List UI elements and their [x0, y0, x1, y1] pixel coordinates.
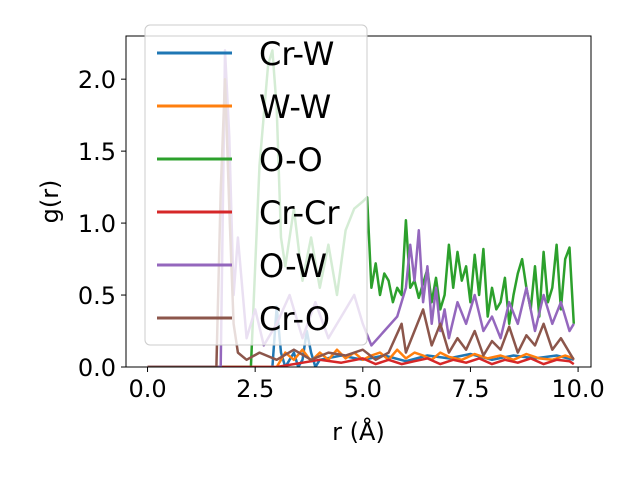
y-axis-label: g(r)	[36, 180, 64, 224]
y-tick-label: 0.0	[78, 354, 116, 382]
x-axis-label: r (Å)	[332, 417, 385, 446]
series-line-w-w	[147, 348, 575, 367]
legend-label-cr-w: Cr-W	[259, 35, 334, 73]
series-line-cr-cr	[147, 357, 575, 367]
legend-label-w-w: W-W	[259, 88, 331, 126]
legend-box	[144, 24, 368, 346]
y-tick-label: 1.5	[78, 138, 116, 166]
legend-label-o-o: O-O	[259, 141, 323, 179]
legend: Cr-W W-W O-O Cr-Cr O-W Cr-O	[144, 24, 368, 346]
y-tick-label: 2.0	[78, 66, 116, 94]
legend-label-o-w: O-W	[259, 247, 327, 285]
x-tick-label: 2.5	[236, 375, 274, 403]
axes: 0.0 2.5 5.0 7.5 10.0 0.0 0.5 1.0 1.5 2.0 r (Å) g(r)	[36, 35, 605, 446]
y-tick-label: 0.5	[78, 282, 116, 310]
x-tick-label: 10.0	[551, 375, 604, 403]
y-tick-label: 1.0	[78, 210, 116, 238]
x-tick-label: 5.0	[344, 375, 382, 403]
x-tick-label: 7.5	[451, 375, 489, 403]
legend-label-cr-cr: Cr-Cr	[259, 194, 340, 232]
x-tick-label: 0.0	[128, 375, 166, 403]
legend-label-cr-o: Cr-O	[259, 300, 330, 338]
